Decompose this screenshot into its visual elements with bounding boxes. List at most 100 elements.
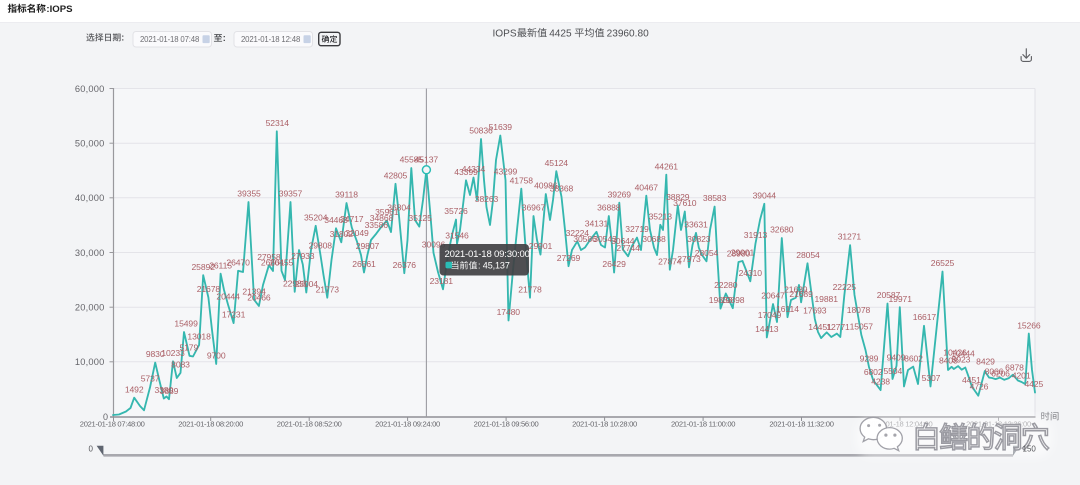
svg-text:21394: 21394	[242, 286, 266, 296]
svg-text:27958: 27958	[257, 252, 281, 262]
svg-text:6206: 6206	[991, 369, 1010, 379]
svg-text:39044: 39044	[753, 190, 777, 200]
svg-text:44334: 44334	[462, 164, 486, 174]
svg-text:34463: 34463	[324, 215, 348, 225]
svg-text:33586: 33586	[365, 220, 389, 230]
svg-text:IOPS: IOPS	[493, 28, 517, 39]
svg-text:2021-01-18 09:30:00: 2021-01-18 09:30:00	[445, 249, 530, 260]
svg-text:31802: 31802	[330, 229, 354, 239]
svg-text:35213: 35213	[649, 211, 673, 221]
svg-text:50836: 50836	[469, 126, 493, 136]
svg-text:8083: 8083	[171, 359, 190, 369]
svg-text:34131: 34131	[585, 218, 609, 228]
svg-text:8429: 8429	[976, 357, 995, 367]
svg-text:38368: 38368	[550, 183, 574, 193]
svg-text:40467: 40467	[635, 182, 659, 192]
svg-text:20587: 20587	[877, 290, 901, 300]
svg-text:10426: 10426	[943, 348, 967, 358]
svg-text:24310: 24310	[739, 268, 763, 278]
svg-text:21639: 21639	[784, 284, 808, 294]
svg-text:9289: 9289	[860, 354, 879, 364]
svg-text:17231: 17231	[222, 310, 246, 320]
svg-text:4451: 4451	[962, 375, 981, 385]
svg-text:38263: 38263	[475, 194, 499, 204]
svg-text:36967: 36967	[522, 203, 546, 213]
svg-text:23181: 23181	[430, 276, 454, 286]
svg-text:20444: 20444	[216, 292, 240, 302]
svg-text:22225: 22225	[833, 282, 857, 292]
svg-text:4201: 4201	[1012, 371, 1031, 381]
svg-text:2021-01-18 08:20:00: 2021-01-18 08:20:00	[178, 420, 243, 429]
svg-text:32719: 32719	[625, 224, 649, 234]
svg-text:17480: 17480	[497, 307, 521, 317]
svg-text:60,000: 60,000	[75, 84, 105, 94]
svg-text:30096: 30096	[422, 239, 446, 249]
svg-text:27269: 27269	[557, 253, 581, 263]
svg-text:21678: 21678	[197, 284, 221, 294]
svg-text:5737: 5737	[141, 374, 160, 384]
svg-text:31913: 31913	[744, 230, 768, 240]
svg-text:50,000: 50,000	[75, 139, 105, 149]
svg-text:26115: 26115	[209, 260, 232, 270]
svg-text:36804: 36804	[387, 203, 411, 213]
svg-text:26429: 26429	[602, 259, 626, 269]
svg-text:42805: 42805	[384, 170, 408, 180]
svg-text::: :	[121, 33, 124, 43]
svg-text::IOPS: :IOPS	[46, 4, 73, 15]
svg-text:150: 150	[1023, 444, 1037, 453]
svg-text:16617: 16617	[913, 312, 937, 322]
svg-text:27973: 27973	[677, 254, 701, 264]
svg-text:18078: 18078	[847, 305, 871, 315]
svg-text:25892: 25892	[191, 262, 215, 272]
svg-text:30,000: 30,000	[75, 248, 105, 258]
svg-text:10233: 10233	[161, 348, 185, 358]
svg-text:43299: 43299	[494, 167, 518, 177]
svg-text:37610: 37610	[673, 198, 697, 208]
svg-text:26455: 26455	[270, 257, 294, 267]
svg-text:22983: 22983	[283, 278, 307, 288]
svg-text:27933: 27933	[291, 251, 315, 261]
svg-text:0: 0	[103, 412, 108, 422]
svg-text:45124: 45124	[545, 158, 569, 168]
svg-text:8923: 8923	[952, 355, 971, 365]
svg-text:5307: 5307	[922, 373, 941, 383]
svg-text:2021-01-18 12:48: 2021-01-18 12:48	[241, 35, 300, 44]
svg-text:6802: 6802	[864, 367, 883, 377]
svg-text:2021-01-18 07:48: 2021-01-18 07:48	[140, 35, 199, 44]
svg-text:39357: 39357	[279, 189, 303, 199]
svg-text:19898: 19898	[721, 295, 745, 305]
svg-text:32680: 32680	[770, 225, 794, 235]
svg-text:0: 0	[89, 444, 94, 453]
svg-text:15499: 15499	[174, 319, 198, 329]
svg-text:14413: 14413	[755, 324, 779, 334]
svg-text:12771: 12771	[826, 322, 850, 332]
svg-text:30688: 30688	[642, 234, 666, 244]
svg-text:1492: 1492	[125, 384, 144, 394]
svg-text:28054: 28054	[695, 248, 719, 258]
svg-text:41758: 41758	[510, 175, 534, 185]
svg-text:45585: 45585	[400, 155, 424, 165]
svg-text:29901: 29901	[529, 241, 553, 251]
svg-text:29807: 29807	[356, 241, 380, 251]
svg-text:40,000: 40,000	[75, 193, 105, 203]
svg-text:3889: 3889	[160, 386, 179, 396]
svg-text:4238: 4238	[871, 377, 890, 387]
svg-text:4726: 4726	[970, 381, 989, 391]
svg-text:26376: 26376	[393, 260, 417, 270]
svg-text:45137: 45137	[415, 155, 439, 165]
svg-text:27744: 27744	[616, 243, 640, 253]
svg-text:2021-01-18 08:52:00: 2021-01-18 08:52:00	[277, 420, 342, 429]
svg-text:52314: 52314	[266, 118, 290, 128]
svg-text:43399: 43399	[454, 167, 478, 177]
svg-text:26525: 26525	[931, 258, 955, 268]
svg-text:2021-01-18 09:24:00: 2021-01-18 09:24:00	[375, 420, 440, 429]
svg-text:19971: 19971	[888, 294, 912, 304]
svg-text:8602: 8602	[904, 353, 923, 363]
svg-text:2021-01-18 09:56:00: 2021-01-18 09:56:00	[474, 420, 539, 429]
svg-text:21778: 21778	[518, 284, 542, 294]
svg-text:2021-01-18 07:48:00: 2021-01-18 07:48:00	[80, 420, 145, 429]
svg-text:9409: 9409	[887, 353, 906, 363]
svg-text:: 45,137: : 45,137	[478, 261, 510, 271]
svg-text:38829: 38829	[666, 192, 690, 202]
svg-text:9700: 9700	[207, 351, 226, 361]
